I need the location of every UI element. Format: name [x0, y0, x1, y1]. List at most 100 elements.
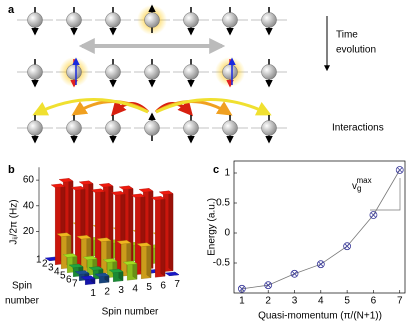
marker-cross	[344, 243, 350, 249]
y-tick-label: 1	[224, 168, 230, 179]
spin	[27, 120, 43, 136]
bar-top	[76, 235, 92, 240]
panel-b: b Jᵢⱼ/2π (Hz) Spin number Spin number 20…	[5, 164, 180, 318]
bar-top	[78, 180, 94, 185]
bar-top	[68, 263, 84, 268]
panel-label: a	[8, 4, 15, 16]
spin	[144, 64, 160, 80]
marker-cross	[265, 282, 271, 288]
time-label: evolution	[336, 45, 376, 56]
bar	[158, 190, 174, 272]
bar-top	[150, 196, 166, 201]
x-axis-label: Quasi-momentum (π/(N+1))	[258, 311, 382, 322]
bar-side	[160, 196, 166, 277]
bar-top	[70, 186, 86, 191]
marker-circle	[369, 211, 378, 219]
y-tick-label: 1	[36, 255, 42, 266]
annotation-base: v	[352, 181, 357, 192]
slope-guide	[370, 178, 401, 211]
spin	[261, 12, 277, 28]
x-tick-label: 3	[118, 285, 124, 296]
bar-top	[138, 188, 154, 193]
x-tick-label: 2	[265, 296, 271, 307]
bar-top	[158, 190, 174, 195]
marker-cross	[239, 286, 245, 292]
bar-top	[110, 191, 126, 196]
marker	[290, 269, 299, 278]
marker-circle	[316, 260, 325, 269]
y-tick-label: 2	[42, 259, 48, 270]
time-label: Time	[336, 30, 358, 41]
x-tick-label: 3	[292, 296, 298, 307]
marker	[264, 281, 273, 290]
x-tick-label: 6	[160, 280, 166, 291]
panel-label: c	[213, 164, 219, 176]
y-tick-label: 3	[48, 263, 54, 274]
bar-top	[122, 260, 138, 266]
panel-label: b	[8, 164, 15, 176]
x-tick-label: 5	[344, 296, 350, 307]
panel-c: c Energy (a.u.) Quasi-momentum (π/(N+1))…	[207, 160, 406, 322]
spin	[183, 12, 199, 28]
spin	[222, 12, 238, 28]
y-axis-label: Spin	[12, 281, 32, 292]
bar	[122, 260, 138, 281]
y-tick-label: 0	[224, 228, 230, 239]
spin	[222, 120, 238, 136]
marker-circle	[264, 281, 273, 290]
marker	[237, 284, 246, 293]
annotation-sub: g	[357, 184, 361, 193]
spin	[66, 120, 82, 136]
bar-top	[58, 178, 74, 183]
line	[241, 169, 401, 290]
x-tick-label: 7	[174, 279, 180, 290]
x-axis-label: Spin number	[102, 307, 159, 318]
z-tick-label: 40	[23, 200, 35, 211]
x-tick-label: 7	[397, 296, 403, 307]
plot-frame	[233, 160, 406, 294]
bar-top	[90, 188, 106, 193]
y-tick-label: 5	[60, 271, 66, 282]
x-tick-label: 4	[132, 283, 138, 294]
bar-top	[164, 271, 180, 276]
bar-top	[108, 268, 124, 273]
marker-cross	[318, 261, 324, 267]
marker-cross	[396, 167, 403, 173]
interactions-label: Interactions	[332, 123, 384, 134]
spin	[105, 64, 121, 80]
x-tick-label: 5	[146, 282, 152, 293]
spin	[27, 12, 43, 28]
y-tick-label: 4	[54, 267, 60, 278]
marker	[369, 211, 378, 219]
y-tick-label: -0.5	[213, 258, 231, 269]
bar-top	[118, 185, 134, 190]
x-tick-label: 6	[371, 296, 377, 307]
marker-circle	[343, 242, 352, 251]
y-tick-label: 6	[66, 275, 72, 286]
bar	[150, 196, 166, 278]
spin	[105, 12, 121, 28]
marker-circle	[395, 166, 404, 174]
bar-top	[136, 242, 152, 247]
bar-top	[56, 232, 72, 237]
y-axis-label: number	[5, 296, 40, 307]
bar-side	[146, 242, 152, 279]
bar-top	[82, 255, 98, 261]
y-axis-label: Energy (a.u.)	[207, 198, 218, 256]
bar-top	[80, 275, 96, 280]
bar	[136, 242, 152, 279]
bar	[164, 271, 180, 276]
spin	[66, 12, 82, 28]
spin	[105, 120, 121, 136]
x-tick-label: 1	[90, 288, 96, 299]
z-tick-label: 60	[23, 175, 35, 186]
marker-cross	[370, 212, 377, 218]
spin	[183, 64, 199, 80]
z-axis-label: Jᵢⱼ/2π (Hz)	[9, 199, 20, 244]
bar-top	[62, 253, 78, 258]
y-tick-label: 7	[72, 279, 78, 290]
bar-side	[168, 190, 174, 272]
